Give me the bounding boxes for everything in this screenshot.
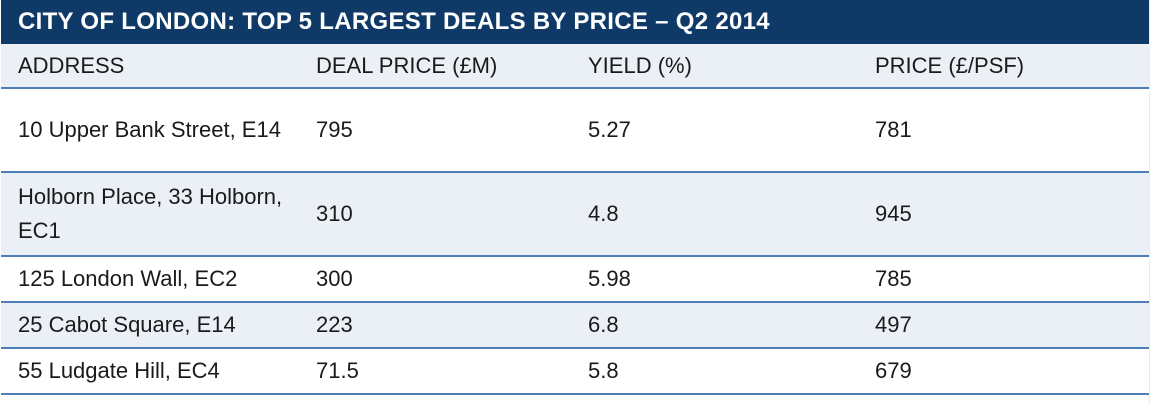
header-price-psf: PRICE (£/PSF) [858, 44, 1149, 89]
table-row: Holborn Place, 33 Holborn, EC1 310 4.8 9… [1, 172, 1149, 257]
cell-yield: 4.8 [571, 172, 858, 257]
table-row: 55 Ludgate Hill, EC4 71.5 5.8 679 [1, 348, 1149, 395]
cell-deal-price: 71.5 [299, 348, 571, 395]
cell-deal-price: 310 [299, 172, 571, 257]
table-title: CITY OF LONDON: TOP 5 LARGEST DEALS BY P… [1, 0, 1149, 44]
table-header: ADDRESS DEAL PRICE (£M) YIELD (%) PRICE … [1, 44, 1149, 89]
table-row: 125 London Wall, EC2 300 5.98 785 [1, 256, 1149, 303]
table-row: 25 Cabot Square, E14 223 6.8 497 [1, 302, 1149, 349]
cell-price-psf: 785 [858, 256, 1149, 303]
cell-price-psf: 781 [858, 88, 1149, 173]
cell-deal-price: 223 [299, 302, 571, 349]
header-row: ADDRESS DEAL PRICE (£M) YIELD (%) PRICE … [1, 44, 1149, 89]
cell-price-psf: 497 [858, 302, 1149, 349]
cell-price-psf: 679 [858, 348, 1149, 395]
cell-address: 55 Ludgate Hill, EC4 [1, 348, 299, 395]
cell-deal-price: 300 [299, 256, 571, 303]
header-yield: YIELD (%) [571, 44, 858, 89]
cell-address: 25 Cabot Square, E14 [1, 302, 299, 349]
cell-address: 10 Upper Bank Street, E14 [1, 88, 299, 173]
cell-address: Holborn Place, 33 Holborn, EC1 [1, 172, 299, 257]
cell-yield: 5.8 [571, 348, 858, 395]
table-row: 10 Upper Bank Street, E14 795 5.27 781 [1, 88, 1149, 173]
header-address: ADDRESS [1, 44, 299, 89]
cell-yield: 5.27 [571, 88, 858, 173]
table-body: 10 Upper Bank Street, E14 795 5.27 781 H… [1, 88, 1149, 395]
cell-price-psf: 945 [858, 172, 1149, 257]
deals-table: ADDRESS DEAL PRICE (£M) YIELD (%) PRICE … [1, 44, 1149, 395]
cell-yield: 5.98 [571, 256, 858, 303]
cell-address: 125 London Wall, EC2 [1, 256, 299, 303]
cell-yield: 6.8 [571, 302, 858, 349]
header-deal-price: DEAL PRICE (£M) [299, 44, 571, 89]
cell-deal-price: 795 [299, 88, 571, 173]
